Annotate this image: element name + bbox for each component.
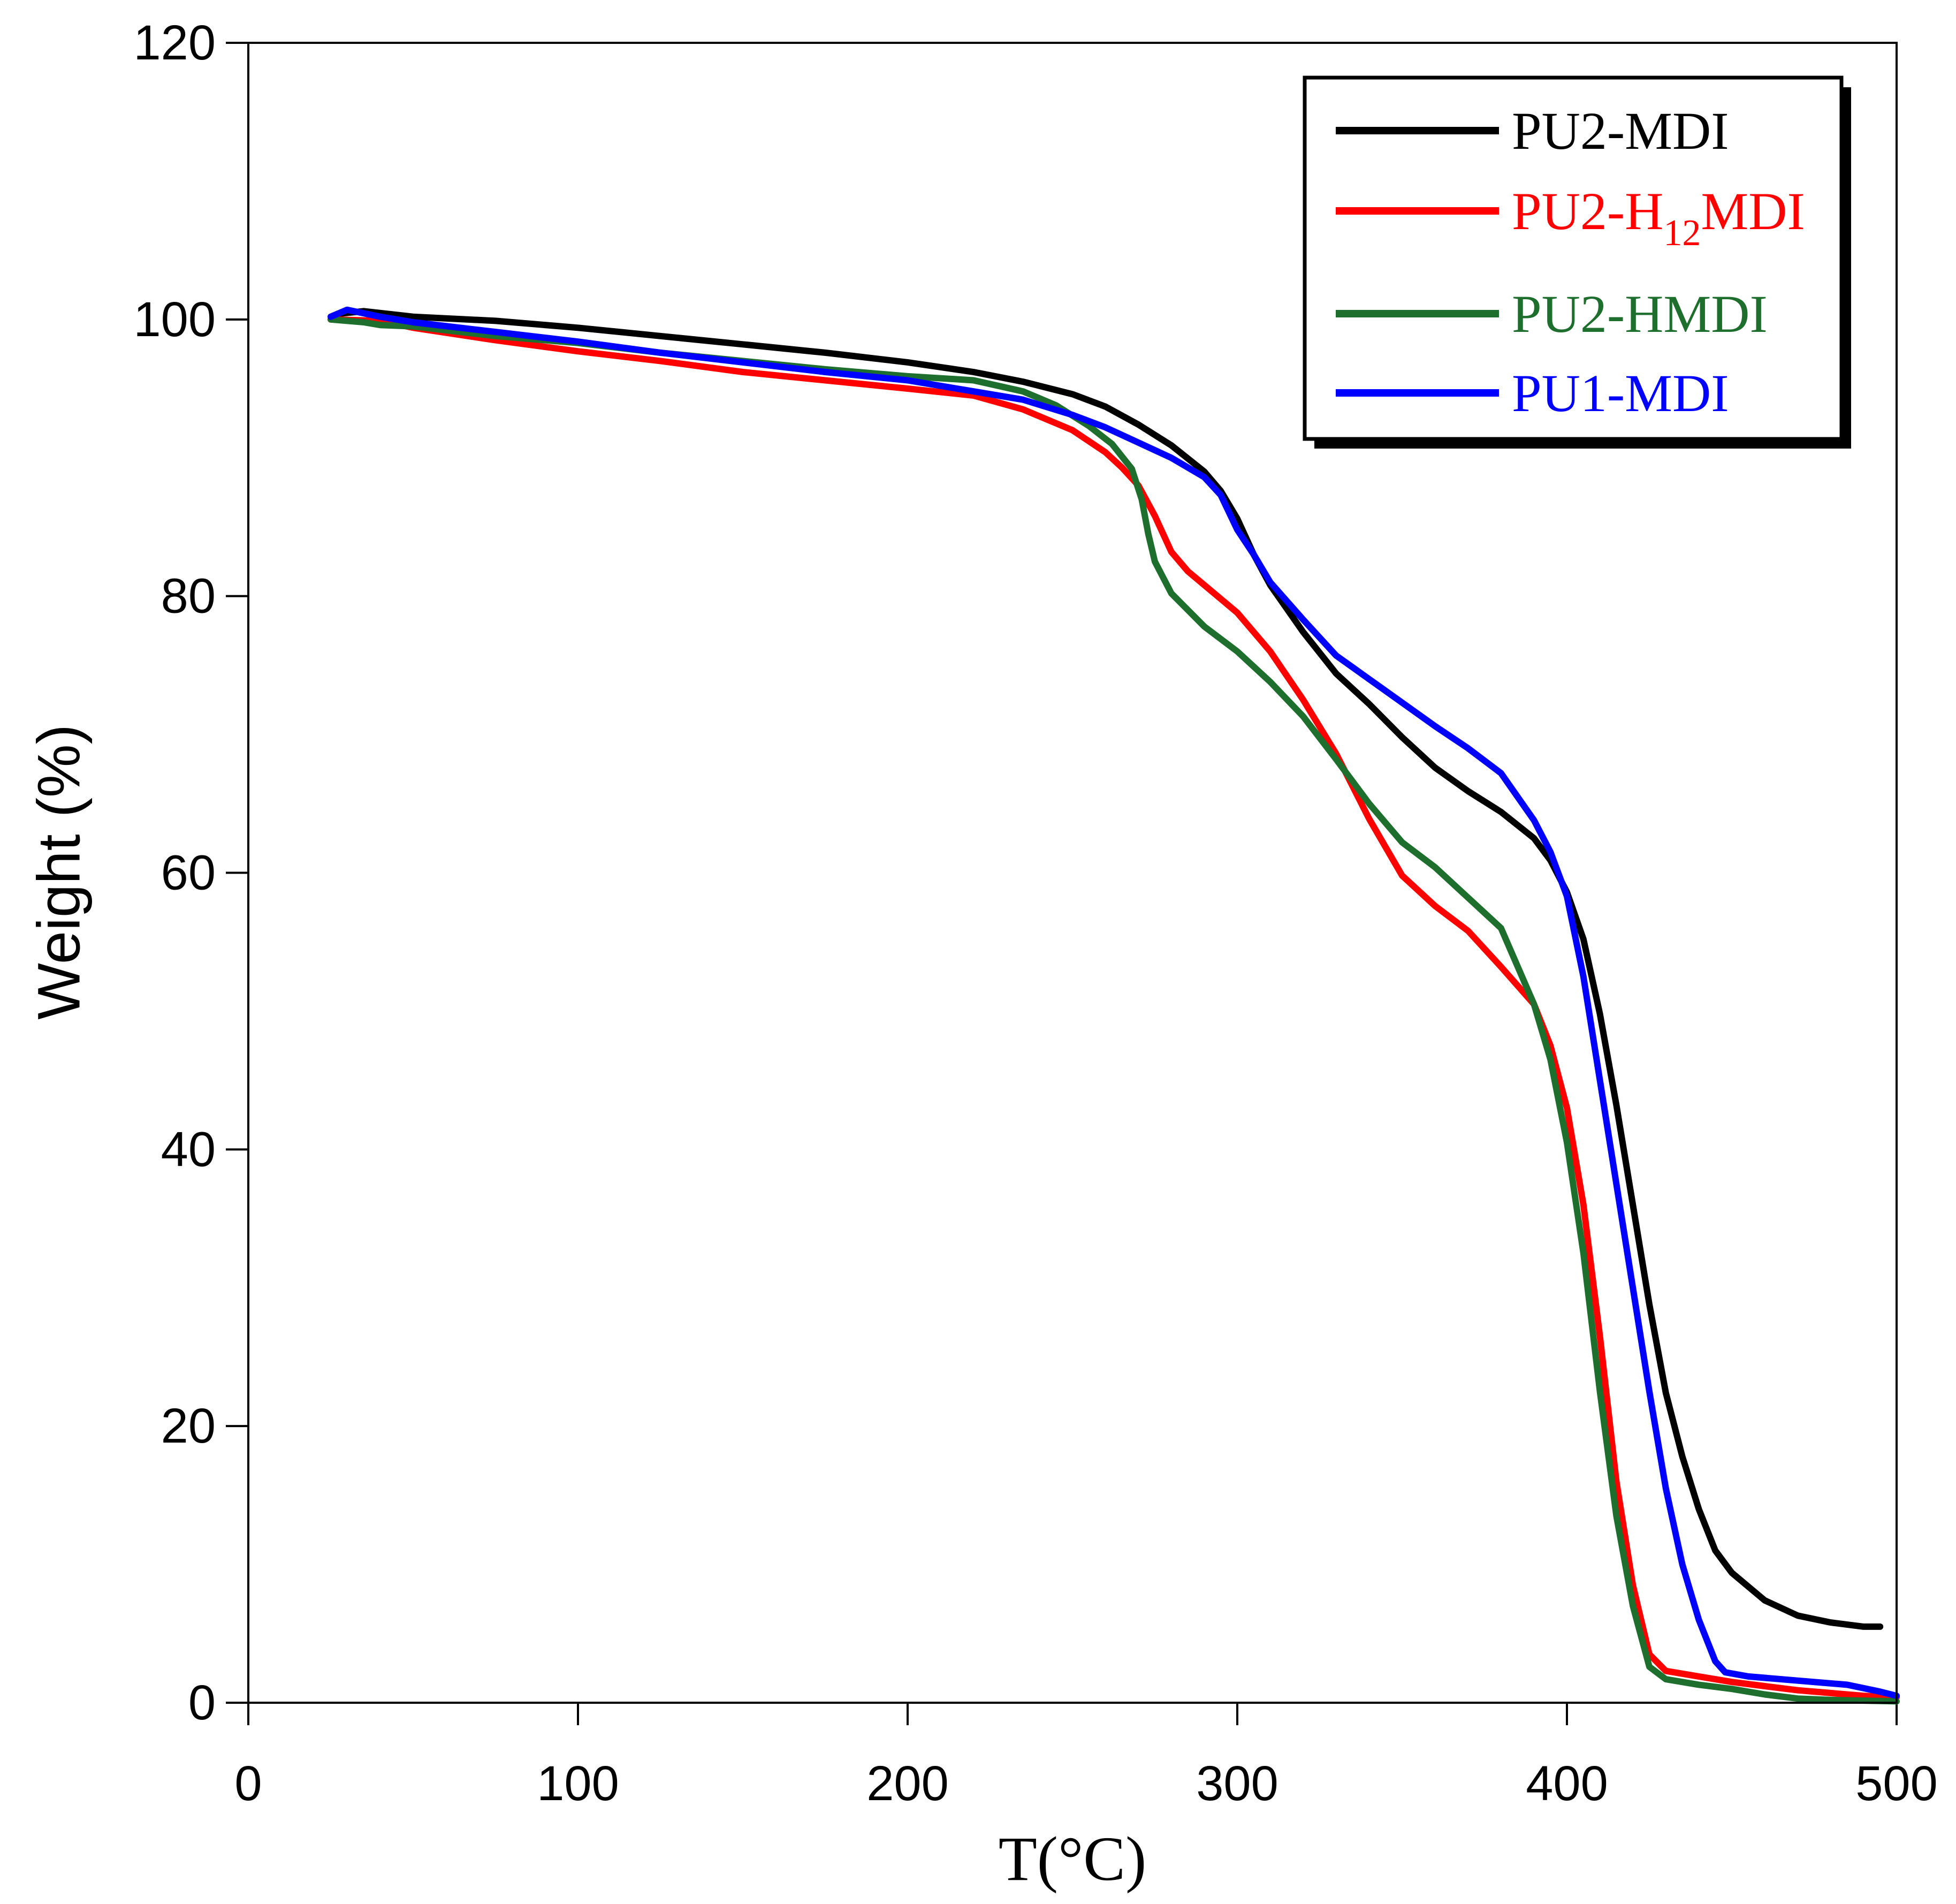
legend-label-pu2-mdi: PU2-MDI xyxy=(1512,101,1729,161)
y-axis-title: Weight (%) xyxy=(26,724,93,1020)
legend: PU2-MDI PU2-H12MDI PU2-HMDI PU1-MDI xyxy=(1303,75,1851,449)
plot-area-frame xyxy=(247,42,1898,1704)
y-tick-label: 20 xyxy=(161,1399,216,1453)
x-tick-label: 500 xyxy=(1855,1756,1938,1811)
x-axis-title: T(°C) xyxy=(999,1824,1147,1894)
series-lines xyxy=(328,306,1900,1705)
y-tick-label: 120 xyxy=(134,16,216,70)
legend-label-pu2-hmdi: PU2-HMDI xyxy=(1512,284,1768,344)
series-line-pu2-mdi xyxy=(334,308,1884,1630)
y-tick-label: 80 xyxy=(161,569,216,624)
x-tick-label: 200 xyxy=(866,1756,949,1811)
x-tick-label: 400 xyxy=(1526,1756,1608,1811)
legend-box xyxy=(1303,75,1844,441)
y-tick-label: 40 xyxy=(161,1122,216,1177)
axis-ticks: 0 20 40 60 80 100 120 0 100 200 300 400 500 xyxy=(134,16,1938,1811)
legend-label-pu1-mdi: PU1-MDI xyxy=(1512,363,1729,423)
x-tick-label: 300 xyxy=(1196,1756,1278,1811)
legend-label-pu2-h12mdi: PU2-H12MDI xyxy=(1512,181,1805,254)
x-tick-label: 100 xyxy=(537,1756,619,1811)
x-tick-label: 0 xyxy=(234,1756,262,1811)
series-line-pu2-h12mdi xyxy=(328,316,1900,1701)
y-tick-label: 60 xyxy=(161,846,216,900)
series-line-pu1-mdi xyxy=(328,306,1900,1700)
y-tick-label: 100 xyxy=(134,292,216,347)
y-tick-label: 0 xyxy=(188,1675,216,1730)
